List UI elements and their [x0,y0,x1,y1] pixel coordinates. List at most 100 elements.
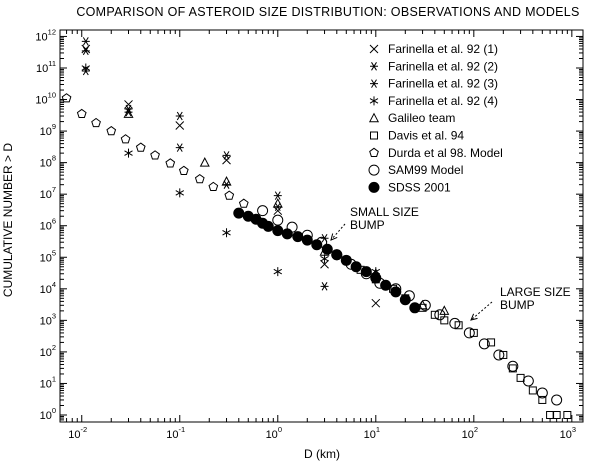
data-point [292,231,304,243]
legend-label: SDSS 2001 [388,180,451,194]
legend-item: Farinella et al. 92 (2) [370,59,498,73]
data-point [522,375,534,387]
data-point [222,155,231,165]
legend-label: Farinella et al. 92 (4) [388,94,498,108]
y-axis-label: CUMULATIVE NUMBER > D [1,143,15,297]
data-point [370,272,382,284]
chart-title: COMPARISON OF ASTEROID SIZE DISTRIBUTION… [76,5,579,19]
data-point [360,266,372,278]
data-point [238,198,249,208]
legend-item: Galileo team [368,111,455,125]
data-point [233,207,245,219]
legend-marker [369,96,379,106]
data-point [463,327,475,339]
data-point [124,104,133,114]
data-point [320,254,329,264]
y-tick-label: 105 [40,248,56,264]
legend-item: SDSS 2001 [368,180,451,194]
data-point [563,411,572,419]
y-tick-label: 103 [40,311,56,327]
data-point [208,181,219,192]
data-point [499,350,508,359]
data-point [536,387,548,399]
x-tick-label: 102 [462,425,478,441]
legend-item: Davis et al. 94 [370,129,464,143]
legend-marker [370,62,378,71]
legend-label: Farinella et al. 92 (3) [388,77,498,91]
x-tick-label: 10-2 [68,425,87,441]
series-8 [233,207,421,314]
data-point [257,205,269,217]
data-point [222,228,231,238]
data-point [273,191,282,200]
annotation-arrow [330,223,346,241]
legend-marker [369,44,379,54]
data-point [311,239,323,251]
data-point [390,286,402,298]
data-point [222,151,231,160]
data-point [552,411,561,419]
y-tick-label: 100 [40,406,56,422]
annotation-text: BUMP [350,218,385,232]
data-point [478,338,490,350]
legend-item: Farinella et al. 92 (3) [370,77,498,91]
data-point [321,243,333,255]
legend-marker [368,164,380,176]
x-axis-label: D (km) [304,447,340,461]
data-point [150,150,160,160]
data-point [439,305,450,315]
annotation-arrowhead [470,313,478,321]
annotation-text: BUMP [500,298,535,312]
data-point [320,234,329,243]
data-point [165,158,176,168]
data-point [124,148,133,158]
data-point [538,395,547,404]
data-point [340,254,352,266]
data-point [124,100,133,109]
data-point [528,386,537,395]
y-tick-label: 101 [40,374,56,390]
data-point [175,143,184,152]
data-point [272,225,284,237]
data-point [135,142,146,152]
data-point [76,108,87,119]
data-point [454,321,463,330]
legend-item: SAM99 Model [368,163,463,177]
legend-item: Durda et al 98. Model [369,146,503,160]
data-point [551,394,563,406]
y-tick-label: 104 [40,280,56,296]
x-tick-label: 103 [560,425,576,441]
data-point [440,316,449,325]
annotation-arrow [470,301,493,321]
data-point [371,298,381,308]
data-point [175,111,184,121]
data-point [380,279,392,291]
data-point [272,214,284,226]
data-point [91,117,101,128]
legend-label: Farinella et al. 92 (1) [388,42,498,56]
data-point [469,328,478,337]
data-point [262,220,274,232]
legend-item: Farinella et al. 92 (1) [369,42,498,56]
data-point [273,267,283,277]
y-tick-label: 108 [40,154,56,170]
data-point [81,46,90,56]
data-point [199,157,210,167]
axis-ticks [59,30,583,423]
data-point [409,302,421,314]
legend-label: SAM99 Model [388,163,463,177]
data-point [175,188,185,198]
data-point [222,180,231,189]
data-point [546,411,555,419]
series-0 [81,44,381,308]
data-point [273,202,282,211]
legend-label: Farinella et al. 92 (2) [388,59,498,73]
annotation-text: SMALL SIZE [350,205,419,219]
legend-marker [368,181,380,193]
x-tick-label: 101 [364,425,380,441]
series-6 [61,93,249,208]
